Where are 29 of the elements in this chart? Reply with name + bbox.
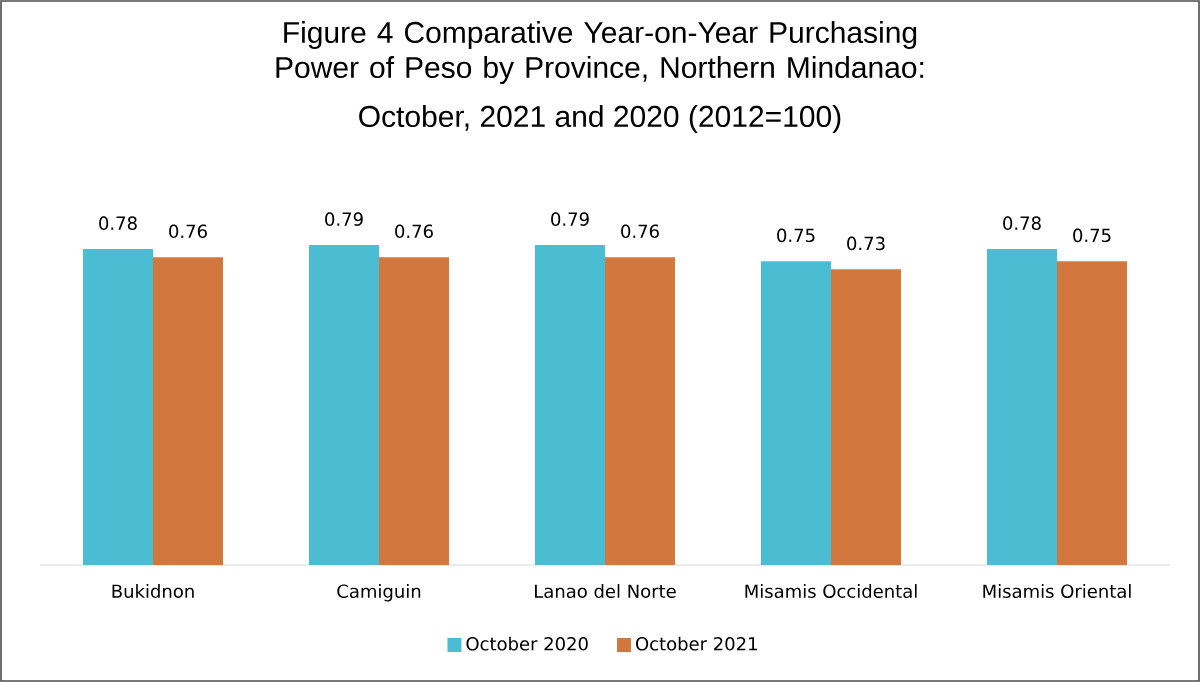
data-label: 0.78 — [1003, 216, 1041, 230]
bar — [379, 257, 449, 565]
x-tick-label: Camiguin — [337, 584, 421, 602]
bar — [761, 261, 831, 565]
x-tick-label: Lanao del Norte — [535, 584, 676, 598]
bar — [153, 257, 223, 565]
bar — [605, 257, 675, 565]
bar — [535, 245, 605, 565]
bar — [986, 249, 1057, 565]
data-label: 0.76 — [169, 224, 207, 239]
chart-title: Figure 4 Comparative Year-on-Year Purchasing Power of Peso by Province, Northern Mindanao: — [276, 21, 924, 85]
bar — [309, 245, 379, 565]
x-tick-label: Bukidnon — [112, 584, 194, 598]
data-label: 0.76 — [395, 224, 433, 239]
x-tick-label: Misamis Oriental — [983, 584, 1131, 598]
data-label: 0.79 — [551, 212, 589, 226]
bar — [831, 269, 901, 565]
data-label: 0.78 — [99, 216, 137, 230]
legend-label: October 2020 — [466, 636, 588, 651]
data-label: 0.79 — [325, 212, 363, 226]
x-tick-label: Misamis Occidental — [745, 584, 917, 598]
data-label: 0.75 — [1073, 228, 1111, 243]
bar — [1057, 261, 1127, 565]
data-label: 0.73 — [847, 236, 885, 251]
data-label: 0.76 — [621, 224, 659, 239]
legend-label: October 2021 — [636, 636, 757, 651]
data-label: 0.75 — [777, 228, 815, 243]
chart-subtitle: October, 2021 and 2020 (2012=100) — [359, 105, 841, 134]
bar — [83, 249, 153, 565]
